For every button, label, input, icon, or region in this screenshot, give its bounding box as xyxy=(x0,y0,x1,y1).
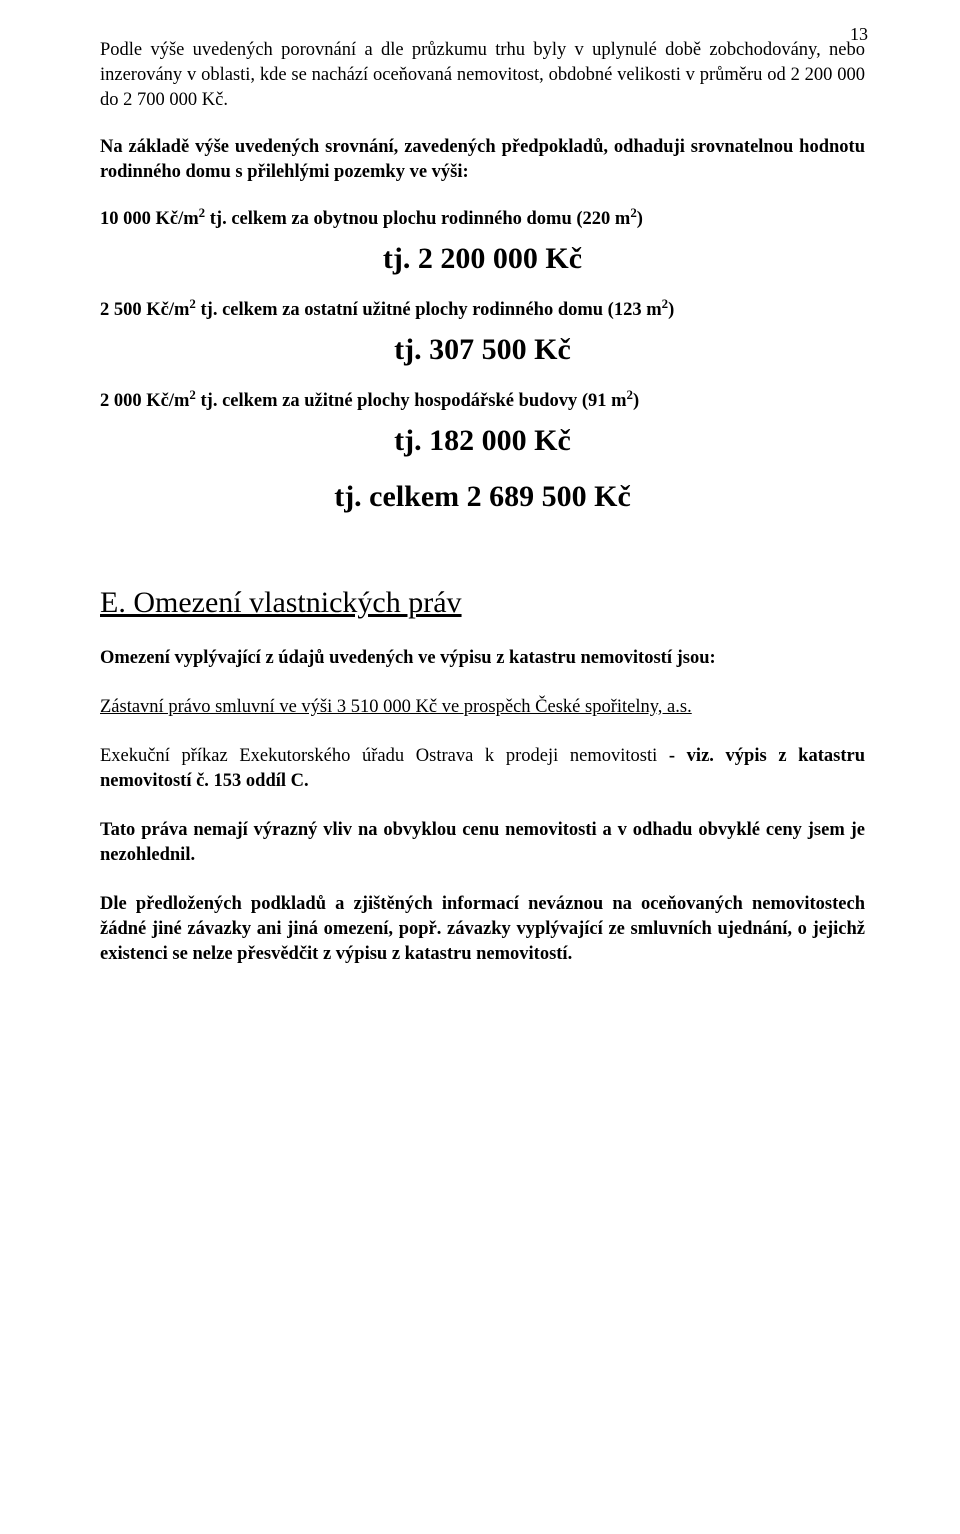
section-e-p4: Tato práva nemají výrazný vliv na obvykl… xyxy=(100,818,865,868)
calc-line-3b: tj. celkem za užitné plochy hospodářské … xyxy=(196,391,627,411)
basis-paragraph: Na základě výše uvedených srovnání, zave… xyxy=(100,135,865,185)
section-e-heading: E. Omezení vlastnických práv xyxy=(100,586,865,620)
calc-line-2c: ) xyxy=(668,300,674,320)
page-number: 13 xyxy=(850,24,868,45)
calc-line-3c: ) xyxy=(633,391,639,411)
section-e-p3: Exekuční příkaz Exekutorského úřadu Ostr… xyxy=(100,744,865,794)
section-e-p5: Dle předložených podkladů a zjištěných i… xyxy=(100,892,865,967)
calc-line-3a: 2 000 Kč/m xyxy=(100,391,189,411)
calc-result-2: tj. 307 500 Kč xyxy=(100,333,865,367)
calc-line-3: 2 000 Kč/m2 tj. celkem za užitné plochy … xyxy=(100,389,865,414)
calc-total: tj. celkem 2 689 500 Kč xyxy=(100,480,865,514)
calc-line-1: 10 000 Kč/m2 tj. celkem za obytnou ploch… xyxy=(100,207,865,232)
calc-line-2b: tj. celkem za ostatní užitné plochy rodi… xyxy=(196,300,662,320)
calc-result-3: tj. 182 000 Kč xyxy=(100,424,865,458)
intro-paragraph: Podle výše uvedených porovnání a dle prů… xyxy=(100,38,865,113)
calc-line-1c: ) xyxy=(637,209,643,229)
calc-result-1: tj. 2 200 000 Kč xyxy=(100,242,865,276)
calc-line-2a: 2 500 Kč/m xyxy=(100,300,189,320)
calc-line-1a: 10 000 Kč/m xyxy=(100,209,199,229)
section-e-p3a: Exekuční příkaz Exekutorského úřadu Ostr… xyxy=(100,746,669,766)
calc-line-1b: tj. celkem za obytnou plochu rodinného d… xyxy=(205,209,630,229)
section-e-p2: Zástavní právo smluvní ve výši 3 510 000… xyxy=(100,695,865,720)
section-e-p1: Omezení vyplývající z údajů uvedených ve… xyxy=(100,646,865,671)
calc-line-2: 2 500 Kč/m2 tj. celkem za ostatní užitné… xyxy=(100,298,865,323)
